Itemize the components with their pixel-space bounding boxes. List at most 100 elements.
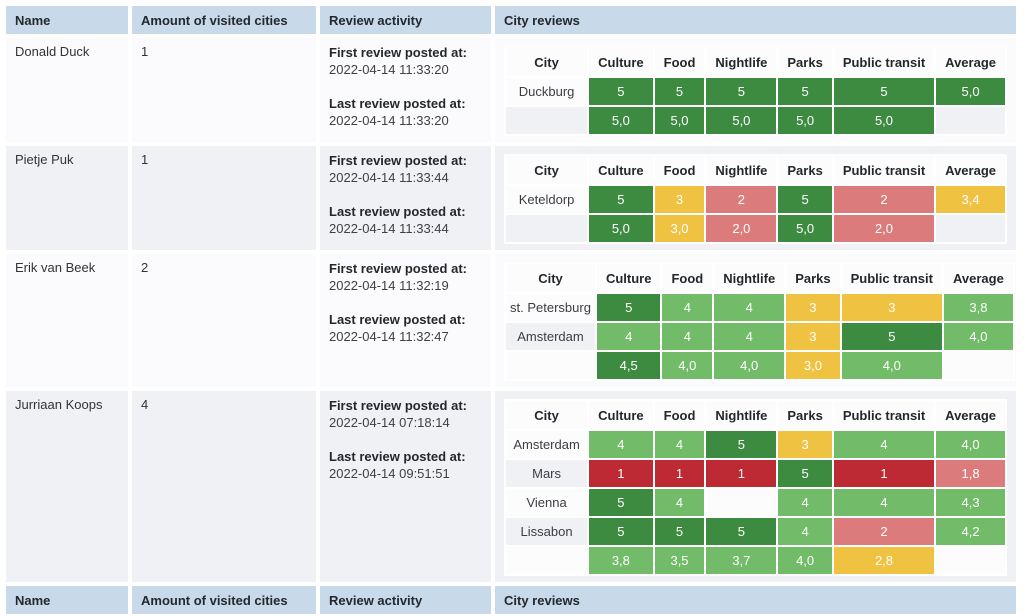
city-name: Vienna: [503, 487, 590, 518]
footer-row: Name Amount of visited cities Review act…: [4, 584, 1018, 616]
visited-cities-count: 1: [130, 144, 318, 252]
user-name: Jurriaan Koops: [4, 389, 130, 584]
city-name: Duckburg: [503, 76, 590, 107]
column-average: 5,0: [704, 105, 779, 136]
city-reviews-body: Keteldorp 5 3 2 5 2 3,4: [503, 184, 1007, 215]
first-review-label: First review posted at:: [329, 261, 467, 276]
reviews-table-footer: Name Amount of visited cities Review act…: [4, 584, 1018, 616]
city-reviews-header: City Culture Food Nightlife Parks Public tran…: [504, 262, 1015, 294]
last-review-label: Last review posted at:: [329, 204, 466, 219]
header-row: Name Amount of visited cities Review act…: [4, 4, 1018, 36]
column-average: 3,0: [652, 213, 707, 244]
column-average: 3,5: [652, 545, 707, 576]
city-name: Lissabon: [503, 516, 590, 547]
score-cell: 3: [652, 184, 707, 215]
city-average: 5,0: [934, 76, 1007, 107]
score-cell: 4: [831, 487, 937, 518]
score-cell: 5: [831, 76, 937, 107]
review-activity: First review posted at: 2022-04-14 11:33:…: [318, 144, 493, 252]
column-average: 3,0: [784, 350, 842, 381]
first-review-date: 2022-04-14 11:33:20: [329, 62, 449, 77]
city-reviews-column-header: City: [503, 154, 590, 186]
city-name: Amsterdam: [503, 429, 590, 460]
score-cell: 4: [652, 429, 707, 460]
score-cell: 5: [587, 76, 655, 107]
last-review-label: Last review posted at:: [329, 449, 466, 464]
visited-cities-count: 4: [130, 389, 318, 584]
city-name: Amsterdam: [504, 321, 597, 352]
column-header-city-reviews: City reviews: [493, 4, 1018, 36]
city-reviews-column-header: Average: [934, 399, 1007, 431]
column-averages-spacer: [503, 105, 590, 136]
score-cell: 4: [776, 487, 834, 518]
city-reviews-column-header: Public transit: [831, 154, 937, 186]
city-average: 3,4: [934, 184, 1007, 215]
column-averages-row: 3,8 3,5 3,7 4,0 2,8: [503, 545, 1007, 576]
reviews-table: Name Amount of visited cities Review act…: [4, 4, 1018, 616]
first-review-label: First review posted at:: [329, 45, 467, 60]
city-reviews-column-header: Food: [660, 262, 715, 294]
city-reviews-header-row: City Culture Food Nightlife Parks Public tran…: [503, 154, 1007, 186]
first-review-date: 2022-04-14 11:32:19: [329, 278, 449, 293]
city-reviews-column-header: Nightlife: [712, 262, 787, 294]
city-reviews-header: City Culture Food Nightlife Parks Public tran…: [503, 46, 1007, 78]
score-cell: 5: [839, 321, 944, 352]
score-cell: 5: [594, 292, 663, 323]
score-cell: 3: [784, 321, 842, 352]
first-review-label: First review posted at:: [329, 153, 467, 168]
score-cell: 2: [704, 184, 779, 215]
first-review-date: 2022-04-14 07:18:14: [329, 415, 450, 430]
city-reviews-cell: City Culture Food Nightlife Parks Public tran…: [493, 252, 1018, 389]
city-reviews-footer: 5,0 5,0 5,0 5,0 5,0: [503, 105, 1007, 136]
score-cell: 5: [704, 76, 779, 107]
column-average: 5,0: [776, 105, 834, 136]
city-reviews-footer: 4,5 4,0 4,0 3,0 4,0: [504, 350, 1015, 381]
score-cell: 2: [831, 184, 937, 215]
user-row: Pietje Puk 1 First review posted at: 2022-0…: [4, 144, 1018, 252]
column-average: 2,8: [831, 545, 937, 576]
city-reviews-column-header: Parks: [776, 154, 834, 186]
reviews-body: Donald Duck 1 First review posted at: 2022-…: [4, 36, 1018, 584]
column-averages-row: 5,0 3,0 2,0 5,0 2,0: [503, 213, 1007, 244]
city-reviews-header-row: City Culture Food Nightlife Parks Public tran…: [504, 262, 1015, 294]
city-review-row: Vienna 5 4 4 4 4,3: [503, 487, 1007, 518]
city-review-row: Amsterdam 4 4 4 3 5 4,0: [504, 321, 1015, 352]
visited-cities-count: 1: [130, 36, 318, 144]
review-activity: First review posted at: 2022-04-14 11:33:…: [318, 36, 493, 144]
city-reviews-table: City Culture Food Nightlife Parks Public tran…: [503, 399, 1007, 576]
city-reviews-column-header: Average: [941, 262, 1015, 294]
score-cell: 5: [587, 516, 655, 547]
score-cell: 4: [776, 516, 834, 547]
city-review-row: Keteldorp 5 3 2 5 2 3,4: [503, 184, 1007, 215]
score-cell: 4: [831, 429, 937, 460]
column-average: 5,0: [587, 105, 655, 136]
score-cell: 1: [652, 458, 707, 489]
score-cell: 5: [776, 184, 834, 215]
column-average: 3,7: [704, 545, 779, 576]
score-cell: 4: [587, 429, 655, 460]
city-reviews-column-header: Public transit: [839, 262, 944, 294]
score-cell: 4: [652, 487, 707, 518]
footer-header-name: Name: [4, 584, 130, 616]
city-reviews-cell: City Culture Food Nightlife Parks Public tran…: [493, 389, 1018, 584]
review-activity: First review posted at: 2022-04-14 07:18:…: [318, 389, 493, 584]
city-review-row: Lissabon 5 5 5 4 2 4,2: [503, 516, 1007, 547]
city-reviews-column-header: Food: [652, 399, 707, 431]
last-review-label: Last review posted at:: [329, 96, 466, 111]
city-reviews-column-header: Culture: [587, 46, 655, 78]
city-reviews-table: City Culture Food Nightlife Parks Public tran…: [504, 262, 1015, 381]
column-average: 5,0: [587, 213, 655, 244]
city-average: 4,0: [934, 429, 1007, 460]
city-reviews-header-row: City Culture Food Nightlife Parks Public tran…: [503, 399, 1007, 431]
city-reviews-column-header: Average: [934, 154, 1007, 186]
city-reviews-column-header: City: [504, 262, 597, 294]
city-reviews-body: Amsterdam 4 4 5 3 4 4,0 Mars 1 1 1 5 1 1,8 Vienna 5 4 4 4 4…: [503, 429, 1007, 547]
city-reviews-table: City Culture Food Nightlife Parks Public tran…: [503, 46, 1007, 136]
city-average: 4,2: [934, 516, 1007, 547]
footer-header-city-reviews: City reviews: [493, 584, 1018, 616]
column-averages-spacer: [503, 213, 590, 244]
city-reviews-column-header: Culture: [587, 399, 655, 431]
score-cell: 3: [784, 292, 842, 323]
first-review-date: 2022-04-14 11:33:44: [329, 170, 449, 185]
